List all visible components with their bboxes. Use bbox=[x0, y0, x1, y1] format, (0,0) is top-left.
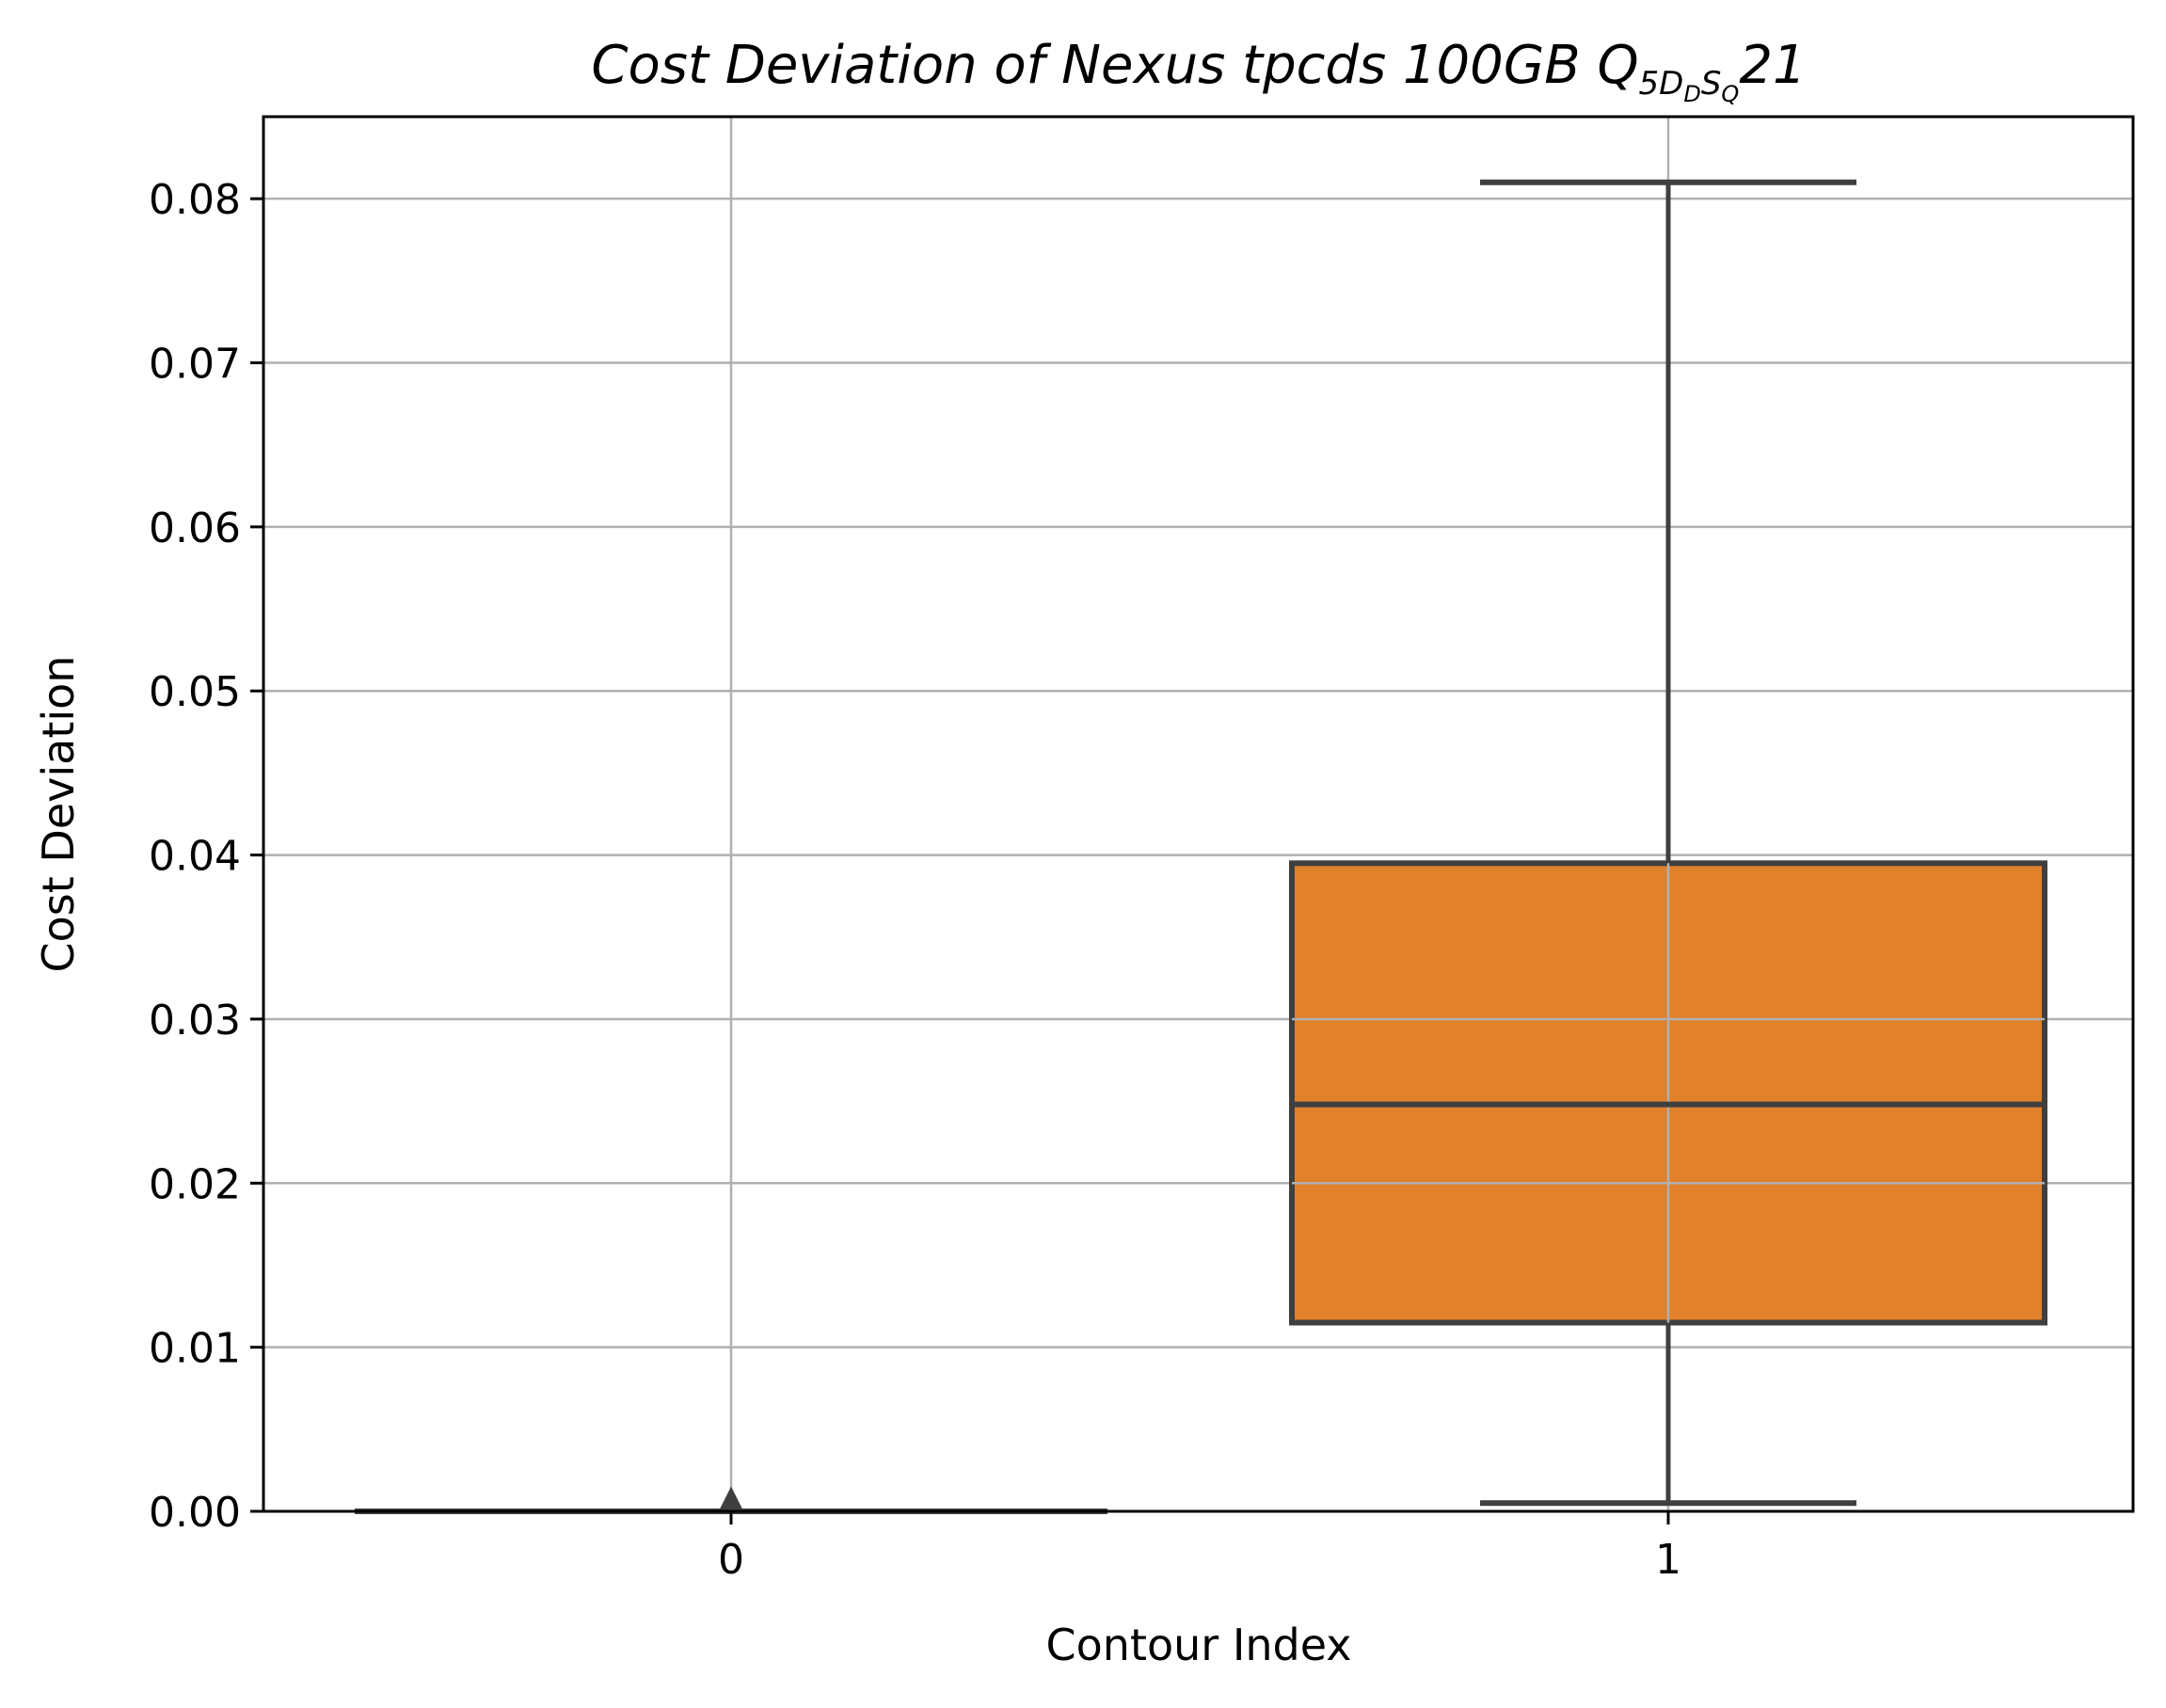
chart-title-q: Q bbox=[1597, 35, 1638, 96]
y-tick-label-3: 0.03 bbox=[149, 997, 241, 1045]
box-group-1 bbox=[1289, 179, 2047, 1507]
x-axis-label: Contour Index bbox=[1046, 1620, 1352, 1670]
y-tick-label-0: 0.00 bbox=[149, 1489, 241, 1537]
y-tick-label-1: 0.01 bbox=[149, 1325, 241, 1373]
y-axis-label: Cost Deviation bbox=[33, 656, 84, 973]
chart-title-subsub-d: D bbox=[1683, 81, 1700, 107]
axes-frame bbox=[262, 115, 2135, 1513]
chart-title-sub-5: 5 bbox=[1639, 65, 1660, 103]
y-tick-label-4: 0.04 bbox=[149, 833, 241, 881]
chart-title: Cost Deviation of Nexus tpcds 100GB Q5DD… bbox=[591, 35, 1806, 107]
x-tick-label-1: 1 bbox=[1655, 1536, 1681, 1584]
y-tick-label-5: 0.05 bbox=[149, 668, 241, 716]
chart-title-sub-d: D bbox=[1659, 65, 1683, 103]
chart-title-subsub-q: Q bbox=[1721, 81, 1739, 107]
chart-title-suffix: 21 bbox=[1739, 35, 1806, 96]
y-tick-label-2: 0.02 bbox=[149, 1160, 241, 1208]
chart-title-main: Cost Deviation of Nexus tpcds 100GB bbox=[591, 35, 1597, 96]
chart-title-sub-s: S bbox=[1701, 65, 1722, 103]
y-tick-label-8: 0.08 bbox=[149, 176, 241, 224]
tick-layer: 0.00 0.01 0.02 0.03 0.04 0.05 0.06 0.07 0.08 0 1 bbox=[149, 176, 1681, 1584]
y-tick-label-7: 0.07 bbox=[149, 341, 241, 389]
x-tick-label-0: 0 bbox=[718, 1536, 744, 1584]
y-tick-label-6: 0.06 bbox=[149, 504, 241, 552]
